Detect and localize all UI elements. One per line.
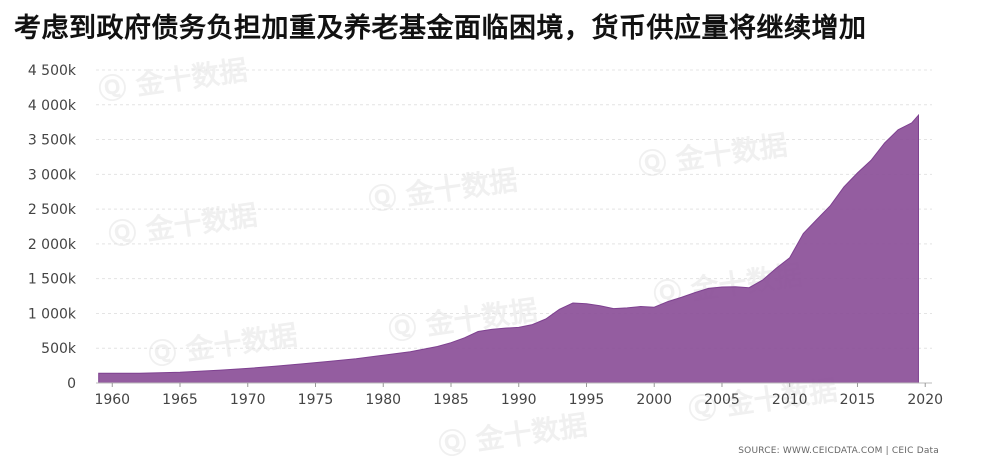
x-axis: 1960 1965 1970 1975 1980 1985 1990 1995 2000 2005…: [94, 383, 943, 408]
area-fill: [98, 113, 920, 384]
watermark-text: Ⓠ 金十数据: [96, 53, 249, 107]
y-tick-label: 4 000k: [28, 98, 77, 114]
y-tick-label: 4 500k: [28, 63, 77, 79]
source-note: SOURCE: WWW.CEICDATA.COM | CEIC Data: [738, 446, 939, 456]
x-tick-label: 2005: [704, 392, 740, 408]
watermark-text: Ⓠ 金十数据: [436, 408, 589, 462]
y-tick-label: 1 000k: [28, 306, 77, 322]
y-tick-label: 2 000k: [28, 237, 77, 253]
y-tick-label: 2 500k: [28, 202, 77, 218]
y-tick-label: 1 500k: [28, 272, 77, 288]
y-tick-label: 3 000k: [28, 167, 77, 183]
x-tick-label: 1985: [433, 392, 469, 408]
area-series: [96, 113, 932, 384]
x-tick-label: 2000: [636, 392, 672, 408]
x-tick-label: 1970: [230, 392, 266, 408]
chart-title: 考虑到政府债务负担加重及养老基金面临困境，货币供应量将继续增加: [14, 13, 867, 44]
y-tick-label: 3 500k: [28, 133, 77, 149]
watermark-text: Ⓠ 金十数据: [366, 163, 519, 217]
watermark-text: Ⓠ 金十数据: [636, 128, 789, 182]
x-tick-label: 2015: [840, 392, 876, 408]
y-axis: 0 500k 1 000k 1 500k 2 000k 2 500k 3 000k 3 500…: [28, 63, 77, 392]
y-tick-label: 500k: [41, 341, 77, 357]
x-tick-label: 2010: [772, 392, 808, 408]
watermark-text: Ⓠ 金十数据: [146, 318, 299, 372]
x-tick-label: 2020: [907, 392, 943, 408]
x-tick-label: 1980: [365, 392, 401, 408]
x-tick-label: 1960: [94, 392, 130, 408]
x-tick-label: 1965: [162, 392, 198, 408]
x-tick-label: 1990: [501, 392, 537, 408]
x-tick-label: 1975: [298, 392, 334, 408]
x-tick-label: 1995: [569, 392, 605, 408]
y-tick-label: 0: [67, 376, 76, 392]
